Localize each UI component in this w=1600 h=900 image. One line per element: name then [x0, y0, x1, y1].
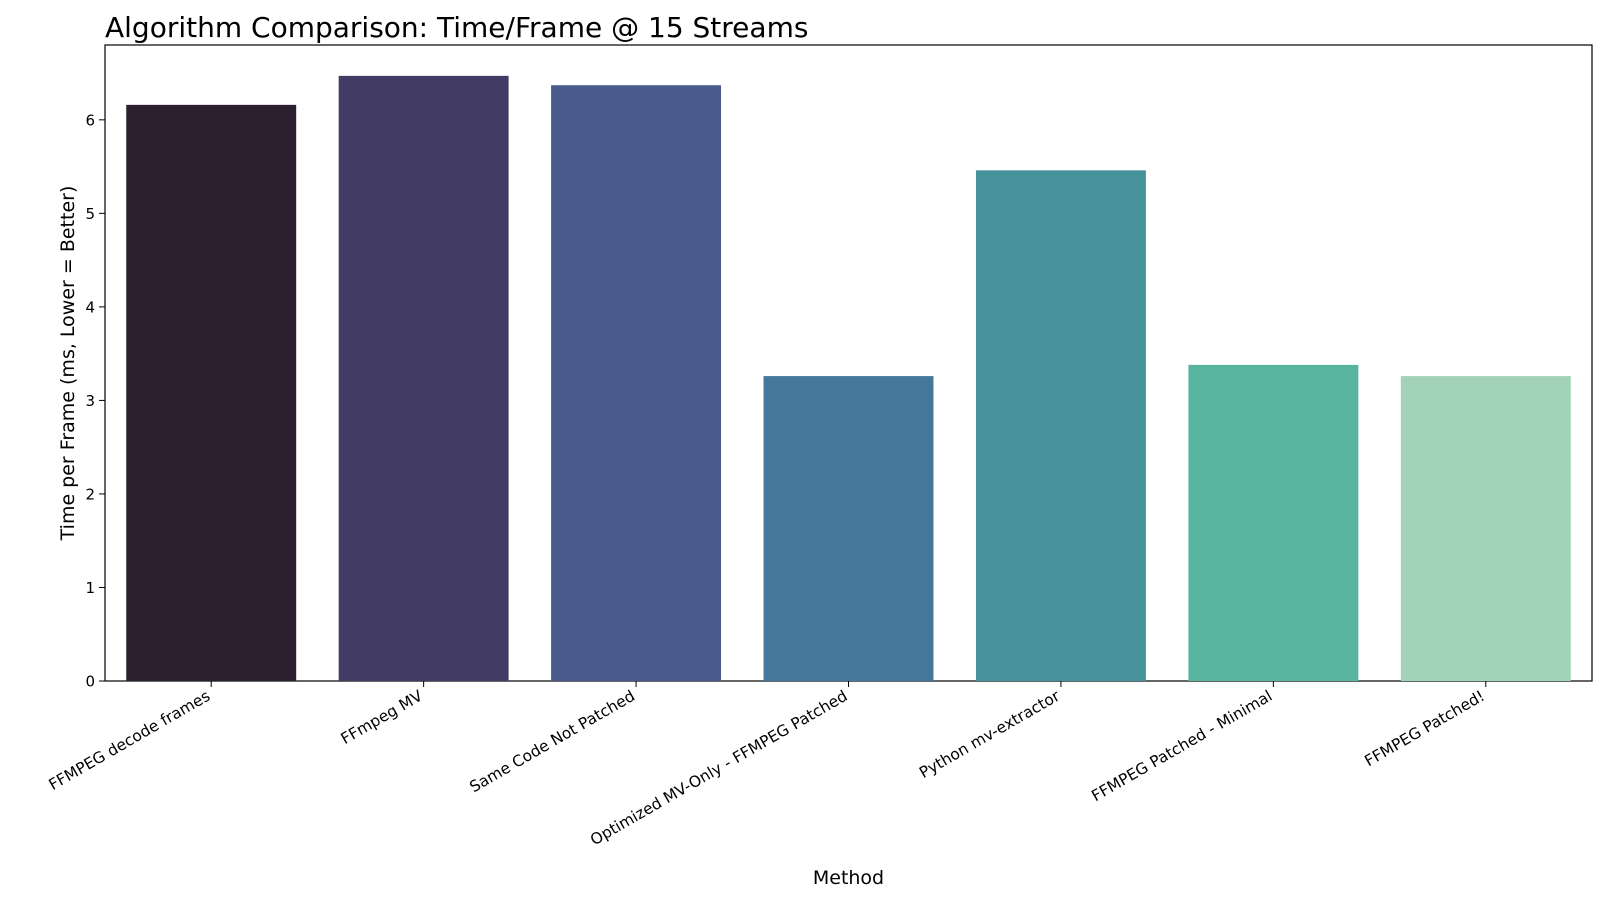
bar-2 [338, 75, 509, 682]
bar-4 [763, 376, 934, 681]
y-tick-label: 2 [85, 485, 95, 503]
y-tick-label: 0 [85, 673, 95, 691]
y-tick-label: 4 [85, 298, 95, 316]
y-axis-ticks: 0 1 2 3 4 5 6 [85, 111, 105, 691]
bar-5 [975, 170, 1146, 681]
bar-3 [551, 85, 722, 682]
x-tick-label: Optimized MV-Only - FFMPEG Patched [587, 687, 850, 849]
bars [126, 75, 1571, 682]
bar-6 [1188, 364, 1359, 681]
y-tick-label: 1 [85, 579, 95, 597]
x-axis-ticks: FFMPEG decode frames FFmpeg MV Same Code N… [46, 681, 1488, 849]
x-tick-label: FFMPEG decode frames [46, 687, 213, 794]
x-tick-label: FFmpeg MV [338, 687, 426, 748]
x-tick-label: Same Code Not Patched [467, 687, 638, 796]
x-tick-label: FFMPEG Patched - Minimal [1088, 687, 1275, 805]
x-tick-label: FFMPEG Patched! [1361, 687, 1487, 770]
y-tick-label: 3 [85, 392, 95, 410]
y-axis-label: Time per Frame (ms, Lower = Better) [57, 186, 79, 542]
y-tick-label: 5 [85, 205, 95, 223]
bar-1 [126, 104, 297, 682]
bar-7 [1400, 376, 1571, 681]
y-tick-label: 6 [85, 111, 95, 129]
chart-title: Algorithm Comparison: Time/Frame @ 15 St… [105, 11, 808, 44]
x-axis-label: Method [813, 867, 884, 889]
x-tick-label: Python mv-extractor [916, 687, 1063, 782]
